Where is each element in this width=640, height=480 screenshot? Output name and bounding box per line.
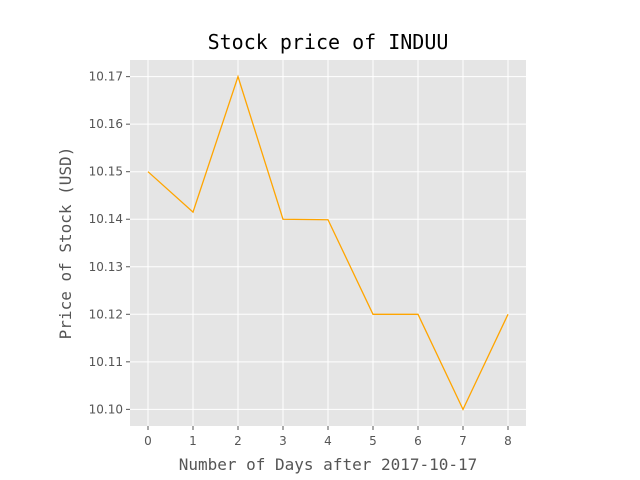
y-axis-ticks: 10.10 10.11 10.12 10.13 10.14 10.15 10.16 10.17 [89, 70, 130, 416]
chart-title: Stock price of INDUU [208, 30, 449, 54]
x-tick-label: 3 [279, 434, 287, 448]
y-tick-label: 10.16 [89, 117, 123, 131]
x-tick-label: 6 [414, 434, 422, 448]
x-axis-ticks: 0 1 2 3 4 5 6 7 8 [144, 426, 512, 448]
y-tick-label: 10.11 [89, 355, 123, 369]
x-tick-label: 4 [324, 434, 332, 448]
y-tick-label: 10.14 [89, 212, 123, 226]
y-tick-label: 10.12 [89, 307, 123, 321]
y-tick-label: 10.15 [89, 165, 123, 179]
x-tick-label: 1 [189, 434, 197, 448]
x-tick-label: 2 [234, 434, 242, 448]
y-tick-label: 10.10 [89, 402, 123, 416]
x-tick-label: 8 [504, 434, 512, 448]
data-points [147, 76, 509, 410]
x-tick-label: 0 [144, 434, 152, 448]
y-tick-label: 10.17 [89, 70, 123, 84]
x-axis-label: Number of Days after 2017-10-17 [179, 455, 478, 474]
x-tick-label: 5 [369, 434, 377, 448]
y-tick-label: 10.13 [89, 260, 123, 274]
y-axis-label: Price of Stock (USD) [56, 147, 75, 340]
grid-lines [130, 60, 526, 426]
x-tick-label: 7 [459, 434, 467, 448]
